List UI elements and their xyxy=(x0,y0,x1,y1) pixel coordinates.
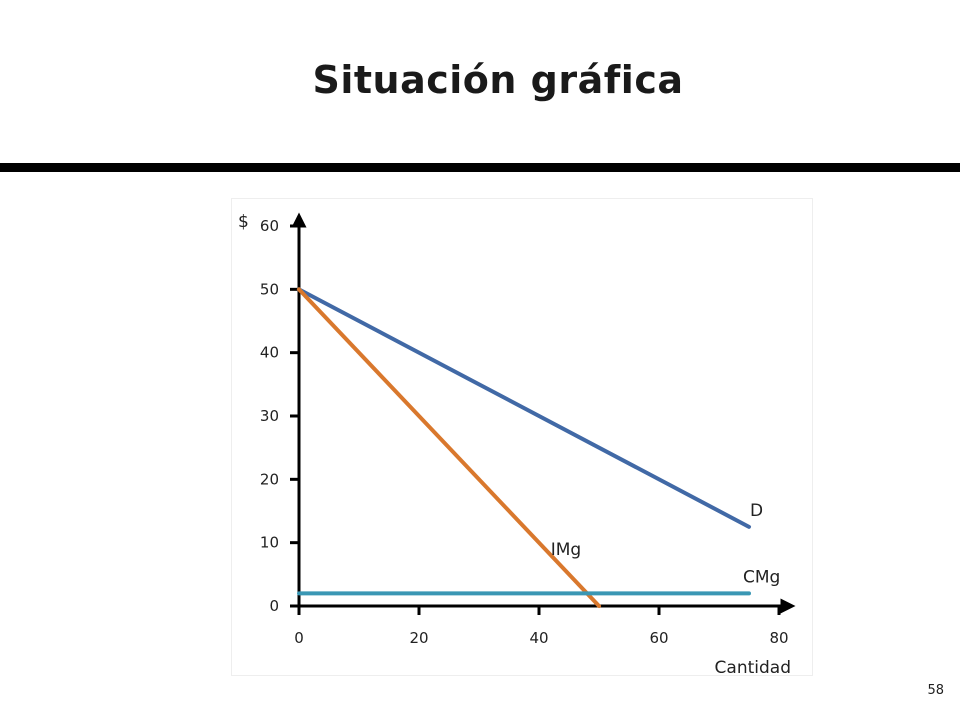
x-tick-label: 20 xyxy=(409,629,428,647)
y-tick-label: 40 xyxy=(260,344,279,362)
series-label-d: D xyxy=(750,501,763,521)
y-tick-label: 30 xyxy=(260,407,279,425)
y-tick-label: 20 xyxy=(260,470,279,488)
chart-frame: 0 10 20 30 40 50 60 0 20 40 60 80 $ Cantidad D IMg CMg xyxy=(231,198,813,676)
y-axis-label: $ xyxy=(238,212,249,232)
x-tick-label: 60 xyxy=(649,629,668,647)
series-line-d xyxy=(297,287,751,529)
series-line-img xyxy=(297,287,601,608)
y-tick-label: 0 xyxy=(269,597,279,615)
page-number: 58 xyxy=(927,683,944,698)
chart: 0 10 20 30 40 50 60 0 20 40 60 80 $ Cantidad D IMg CMg xyxy=(238,212,796,675)
x-tick-label: 0 xyxy=(294,629,304,647)
x-tick-label: 80 xyxy=(769,629,788,647)
title-divider xyxy=(0,163,960,172)
x-tick-label: 40 xyxy=(529,629,548,647)
series-label-cmg: CMg xyxy=(743,567,780,587)
x-axis-label: Cantidad xyxy=(715,658,791,675)
slide-title: Situación gráfica xyxy=(312,58,684,102)
series-label-img: IMg xyxy=(551,540,581,560)
y-tick-label: 50 xyxy=(260,280,279,298)
y-tick-label: 10 xyxy=(260,534,279,552)
y-tick-label: 60 xyxy=(260,217,279,235)
